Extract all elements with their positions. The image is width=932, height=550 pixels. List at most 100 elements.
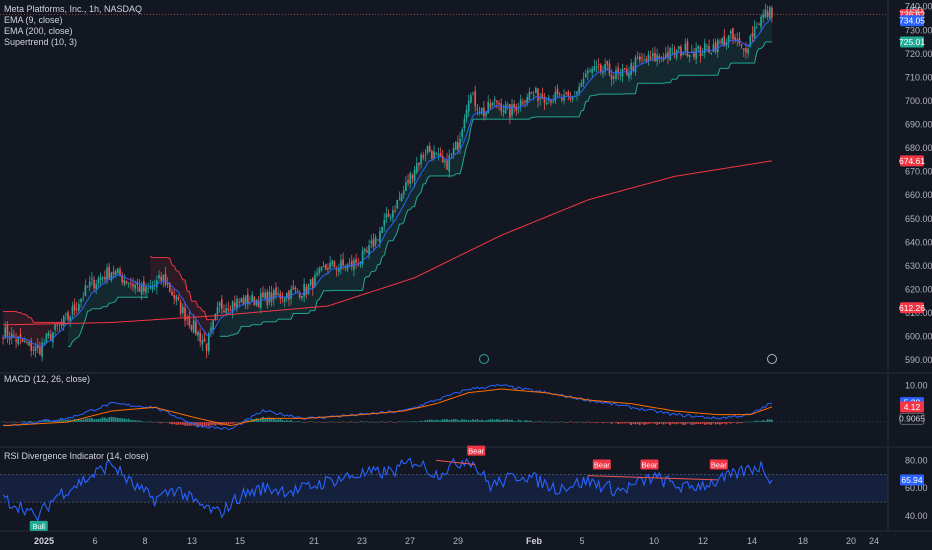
candle[interactable] xyxy=(298,289,301,300)
candle[interactable] xyxy=(530,91,533,94)
candle[interactable] xyxy=(688,54,691,63)
candle[interactable] xyxy=(762,9,765,23)
candle[interactable] xyxy=(545,96,548,106)
candle[interactable] xyxy=(329,256,331,270)
candle[interactable] xyxy=(43,339,46,346)
candle[interactable] xyxy=(251,291,253,302)
candle[interactable] xyxy=(41,337,43,362)
candle[interactable] xyxy=(309,278,312,288)
candle[interactable] xyxy=(656,48,658,67)
candle[interactable] xyxy=(370,234,373,248)
candle[interactable] xyxy=(197,330,199,342)
candle[interactable] xyxy=(132,277,134,292)
candle[interactable] xyxy=(428,142,431,153)
candle[interactable] xyxy=(424,148,427,162)
candle[interactable] xyxy=(205,343,208,359)
candle[interactable] xyxy=(554,86,557,105)
candle[interactable] xyxy=(368,239,370,260)
candle[interactable] xyxy=(54,323,56,336)
candle[interactable] xyxy=(441,149,444,163)
candle[interactable] xyxy=(236,295,238,313)
candle[interactable] xyxy=(32,345,35,356)
candle[interactable] xyxy=(305,283,308,299)
candle[interactable] xyxy=(580,79,583,88)
candle[interactable] xyxy=(376,238,379,241)
candle[interactable] xyxy=(742,48,745,58)
candle[interactable] xyxy=(279,290,282,304)
candle[interactable] xyxy=(30,337,33,357)
candle[interactable] xyxy=(147,282,150,294)
candle[interactable] xyxy=(387,208,390,218)
candle[interactable] xyxy=(584,69,587,78)
candle[interactable] xyxy=(695,42,697,65)
candle[interactable] xyxy=(407,174,409,187)
candle[interactable] xyxy=(93,275,95,292)
candle[interactable] xyxy=(199,328,201,348)
candle[interactable] xyxy=(366,246,368,254)
candle[interactable] xyxy=(420,152,422,169)
candle[interactable] xyxy=(437,147,440,161)
candle[interactable] xyxy=(522,98,524,107)
candle[interactable] xyxy=(454,141,457,151)
candle[interactable] xyxy=(457,135,459,155)
candle[interactable] xyxy=(710,52,713,56)
candle[interactable] xyxy=(223,304,225,314)
candle[interactable] xyxy=(543,93,546,110)
divergence-label[interactable]: Bull xyxy=(29,520,48,531)
candle[interactable] xyxy=(604,58,606,76)
candle[interactable] xyxy=(751,26,754,43)
candle[interactable] xyxy=(88,275,91,292)
candle[interactable] xyxy=(411,173,414,184)
candle[interactable] xyxy=(173,289,175,305)
divergence-label[interactable]: Bear xyxy=(640,459,659,470)
candle[interactable] xyxy=(706,43,708,52)
price-pane[interactable] xyxy=(0,0,932,532)
candle[interactable] xyxy=(229,305,232,312)
candle[interactable] xyxy=(506,101,509,110)
candle[interactable] xyxy=(524,99,526,108)
candle[interactable] xyxy=(398,191,401,201)
candle[interactable] xyxy=(630,58,632,80)
candle[interactable] xyxy=(491,101,494,107)
candle[interactable] xyxy=(296,288,299,293)
candle[interactable] xyxy=(732,27,734,45)
candle[interactable] xyxy=(749,34,752,48)
candle[interactable] xyxy=(727,34,730,49)
candle[interactable] xyxy=(381,226,383,234)
candle[interactable] xyxy=(361,246,364,268)
candle[interactable] xyxy=(179,299,182,317)
candle[interactable] xyxy=(392,205,394,222)
candle[interactable] xyxy=(619,68,622,81)
candle[interactable] xyxy=(383,212,386,232)
candle[interactable] xyxy=(134,280,137,294)
candle[interactable] xyxy=(307,283,310,295)
candle[interactable] xyxy=(177,294,180,302)
candle[interactable] xyxy=(201,334,204,351)
macd-pane[interactable] xyxy=(0,384,888,431)
candle[interactable] xyxy=(28,341,30,347)
candle[interactable] xyxy=(138,279,141,292)
candle[interactable] xyxy=(448,149,451,178)
candle[interactable] xyxy=(184,302,186,327)
candle[interactable] xyxy=(647,50,650,66)
candle[interactable] xyxy=(628,66,630,82)
candle[interactable] xyxy=(327,263,329,275)
candle[interactable] xyxy=(182,303,184,317)
candle[interactable] xyxy=(758,22,760,25)
rsi-pane[interactable]: Bull Bear Bear Bear Bear xyxy=(0,445,888,531)
candle[interactable] xyxy=(565,91,567,96)
candle[interactable] xyxy=(246,287,249,310)
candle[interactable] xyxy=(186,314,188,325)
candle[interactable] xyxy=(23,337,26,344)
candle[interactable] xyxy=(673,45,676,59)
candle[interactable] xyxy=(311,276,314,296)
candle[interactable] xyxy=(649,50,652,62)
candle[interactable] xyxy=(268,285,271,306)
candle[interactable] xyxy=(461,127,464,143)
candle[interactable] xyxy=(444,157,446,168)
price-axis[interactable]: 590.00600.00610.00620.00630.00640.00650.… xyxy=(905,2,932,521)
divergence-label[interactable]: Bear xyxy=(467,445,486,456)
candle[interactable] xyxy=(208,331,210,356)
candle[interactable] xyxy=(519,94,522,112)
